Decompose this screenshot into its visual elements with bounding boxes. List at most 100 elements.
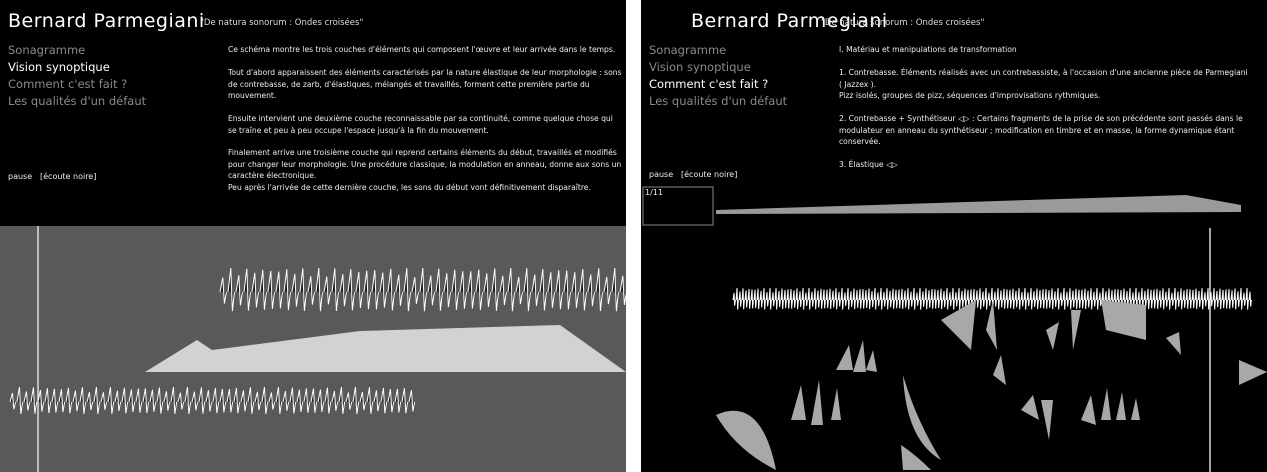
wave-spike [275, 387, 283, 414]
waveform [732, 287, 1252, 310]
menu-item[interactable]: Sonagramme [8, 43, 86, 57]
wave-spike [909, 291, 913, 307]
wave-spike [876, 292, 880, 307]
wave-spike [579, 268, 587, 311]
wave-spike [86, 391, 94, 411]
wave-spike [310, 388, 318, 413]
wave-spike [750, 289, 754, 309]
wave-spike [149, 389, 157, 412]
wave-spike [296, 389, 304, 412]
wave-spike [864, 290, 868, 308]
wave-spike [299, 268, 307, 311]
listen-button[interactable]: [écoute noire] [681, 170, 738, 179]
wave-spike [603, 276, 611, 305]
wave-spike [945, 288, 949, 310]
wave-spike [984, 288, 988, 310]
wave-spike [261, 386, 269, 415]
wave-spike [1071, 290, 1075, 308]
wave-spike [741, 288, 745, 310]
wave-spike [1239, 288, 1243, 310]
wave-spike [810, 291, 814, 307]
wave-spike [825, 289, 829, 309]
wave-spike [459, 271, 467, 309]
menu-item[interactable]: Les qualités d'un défaut [649, 94, 788, 108]
wave-spike [1164, 291, 1168, 307]
wave-spike [1221, 289, 1225, 309]
wave-spike [93, 386, 101, 415]
description-text: Ensuite intervient une deuxième couche r… [228, 114, 613, 135]
menu-item[interactable]: Sonagramme [649, 43, 727, 57]
wave-spike [387, 389, 395, 413]
wave-spike [212, 387, 220, 414]
wave-spike [1152, 289, 1156, 309]
description-text: 3. Élastique ◁▷ [839, 160, 898, 169]
wave-spike [9, 392, 17, 410]
wave-spike [1248, 291, 1252, 307]
wave-spike [523, 268, 531, 312]
wave-spike [1038, 289, 1042, 309]
wave-spike [1242, 292, 1246, 306]
wave-spike [732, 292, 736, 306]
continuous-layer [145, 325, 626, 372]
wave-spike [873, 288, 877, 310]
wave-spike [762, 288, 766, 310]
wave-spike [515, 276, 523, 305]
wave-spike [855, 290, 859, 308]
wave-spike [170, 387, 178, 415]
wave-spike [507, 267, 515, 312]
wave-spike [924, 288, 928, 310]
wave-spike [1005, 289, 1009, 309]
waveform [219, 267, 626, 312]
menu-item[interactable]: Comment c'est fait ? [8, 77, 128, 91]
wave-spike [339, 274, 347, 307]
wave-spike [291, 273, 299, 307]
wave-spike [411, 277, 419, 304]
menu-item[interactable]: Vision synoptique [8, 60, 110, 74]
wave-spike [996, 288, 1000, 310]
wave-spike [1137, 291, 1141, 307]
wave-spike [930, 289, 934, 309]
wave-spike [1197, 290, 1201, 308]
wave-spike [1044, 289, 1048, 309]
pause-button[interactable]: pause [649, 170, 674, 179]
wave-spike [903, 290, 907, 308]
wave-spike [331, 390, 339, 411]
wave-spike [951, 287, 955, 310]
wave-spike [1227, 288, 1231, 309]
wave-spike [912, 287, 916, 310]
wave-spike [1167, 287, 1171, 310]
wave-spike [867, 288, 871, 310]
wave-spike [1095, 287, 1099, 310]
wave-spike [1089, 288, 1093, 310]
wave-spike [1176, 291, 1180, 307]
wave-spike [792, 290, 796, 308]
wave-spike [1218, 288, 1222, 310]
wave-spike [1188, 289, 1192, 309]
pause-button[interactable]: pause [8, 172, 33, 181]
wave-spike [747, 288, 751, 309]
wave-spike [499, 275, 507, 306]
wave-spike [1191, 289, 1195, 309]
listen-button[interactable]: [écoute noire] [40, 172, 97, 181]
wave-spike [177, 392, 185, 410]
wave-spike [783, 289, 787, 309]
wave-spike [1098, 292, 1102, 307]
wave-spike [774, 288, 778, 310]
wave-spike [1149, 289, 1153, 309]
wave-spike [1023, 287, 1027, 310]
menu-item[interactable]: Comment c'est fait ? [649, 77, 769, 91]
work-title: "De natura sonorum : Ondes croisées" [200, 18, 364, 28]
wave-spike [987, 292, 991, 306]
wave-spike [571, 272, 579, 308]
wave-spike [1011, 288, 1015, 310]
wave-spike [840, 287, 844, 310]
wave-spike [247, 387, 255, 414]
wave-spike [831, 290, 835, 308]
menu-item[interactable]: Vision synoptique [649, 60, 751, 74]
wave-spike [363, 270, 371, 310]
thumbnail-label: 1/11 [645, 188, 663, 197]
wave-spike [227, 268, 235, 312]
menu-item[interactable]: Les qualités d'un défaut [8, 94, 147, 108]
wave-spike [822, 289, 826, 309]
wave-spike [259, 269, 267, 310]
